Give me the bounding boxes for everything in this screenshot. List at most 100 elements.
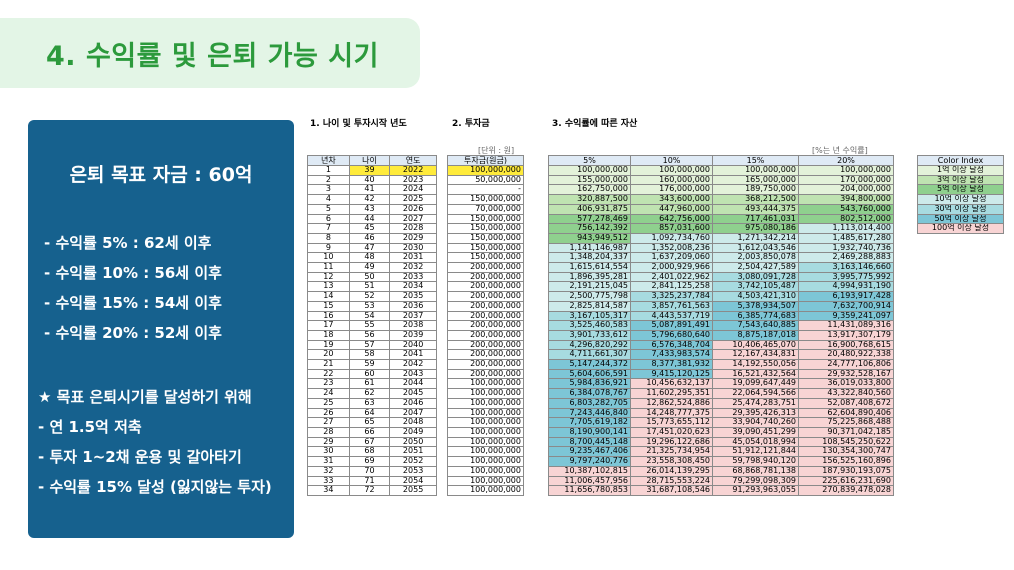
investment-cell: 200,000,000 [447,281,524,293]
investment-cell: 100,000,000 [447,436,524,448]
table-row: 13 51 2034 [307,281,437,293]
asset-cell: 100,000,000 [548,165,631,176]
asset-cell: 108,545,250,622 [798,436,894,448]
table-row: 200,000,000 [447,339,524,351]
age-table-cell: 70 [348,465,391,477]
legend-item: 100억 이상 달성 [917,223,1004,234]
asset-cell: 100,000,000 [798,165,894,176]
asset-cell: 5,147,244,372 [548,359,631,370]
table-row: 2,500,775,798 3,325,237,784 4,503,421,310 6… [548,291,894,302]
age-table-cell: 30 [307,446,350,458]
asset-cell: 4,296,820,292 [548,339,631,351]
plan-item-return: - 수익률 15% 달성 (잃지않는 투자) [38,478,272,496]
table-row: 21 59 2042 [307,359,437,370]
asset-cell: 2,500,775,798 [548,291,631,302]
asset-cell: 39,090,451,299 [712,426,799,438]
age-table-cell: 2037 [389,310,437,322]
age-table-cell: 2027 [389,213,437,225]
age-table-cell: 2032 [389,262,437,273]
age-table-cell: 11 [307,262,350,273]
age-table-cell: 25 [307,397,350,409]
asset-cell: 543,760,000 [798,203,894,215]
table-row: 150,000,000 [447,213,524,225]
age-table-cell: 56 [348,329,391,341]
age-table-cell: 2050 [389,436,437,448]
table-row: 200,000,000 [447,271,524,283]
table-row: 33 71 2054 [307,475,437,487]
age-table-cell: 16 [307,310,350,322]
asset-cell: 33,904,740,260 [712,417,799,428]
asset-cell: 8,377,381,932 [630,359,713,370]
table-row: 150,000,000 [447,194,524,205]
asset-cell: 642,756,000 [630,213,713,225]
table-row: 320,887,500 343,600,000 368,212,500 394,800… [548,194,894,205]
asset-cell: 91,293,963,055 [712,485,799,496]
table-row: 943,949,512 1,092,734,760 1,271,342,214 1,4… [548,232,894,244]
asset-table-header: 15% [712,155,799,166]
age-table-cell: 2041 [389,349,437,361]
asset-cell: 3,325,237,784 [630,291,713,302]
table-row: 5 43 2026 [307,203,437,215]
asset-cell: 270,839,478,028 [798,485,894,496]
age-table-cell: 2025 [389,194,437,205]
age-table-cell: 15 [307,300,350,312]
asset-cell: 52,087,408,672 [798,397,894,409]
asset-cell: 577,278,469 [548,213,631,225]
age-table-cell: 2031 [389,252,437,264]
table-row: 200,000,000 [447,310,524,322]
age-table-cell: 43 [348,203,391,215]
age-table-cell: 22 [307,368,350,380]
asset-cell: 9,797,240,776 [548,456,631,467]
asset-cell: 2,825,814,587 [548,300,631,312]
plan-item-invest: - 투자 1~2채 운용 및 갈아타기 [38,448,242,466]
asset-cell: 1,348,204,337 [548,252,631,264]
asset-cell: 165,000,000 [712,174,799,186]
asset-cell: 7,243,446,840 [548,407,631,419]
investment-cell: 50,000,000 [447,174,524,186]
asset-cell: 7,543,640,885 [712,320,799,331]
asset-cell: 7,705,619,182 [548,417,631,428]
age-table-cell: 27 [307,417,350,428]
asset-cell: 12,862,524,886 [630,397,713,409]
investment-cell: 200,000,000 [447,368,524,380]
asset-cell: 857,031,600 [630,223,713,234]
age-table-cell: 2042 [389,359,437,370]
asset-cell: 2,504,427,589 [712,262,799,273]
age-table-cell: 2034 [389,281,437,293]
table-row: 1,896,395,281 2,401,022,962 3,080,091,728 3… [548,271,894,283]
asset-cell: 8,700,445,148 [548,436,631,448]
table-row: 6 44 2027 [307,213,437,225]
asset-cell: 24,777,106,806 [798,359,894,370]
age-table-cell: 41 [348,184,391,196]
table-row: 200,000,000 [447,281,524,293]
age-table-cell: 2033 [389,271,437,283]
table-row: 1,615,614,554 2,000,929,966 2,504,427,589 3… [548,262,894,273]
age-table-cell: 2048 [389,417,437,428]
asset-cell: 717,461,031 [712,213,799,225]
investment-cell: 200,000,000 [447,262,524,273]
asset-cell: 19,296,122,686 [630,436,713,448]
asset-cell: 13,917,307,179 [798,329,894,341]
rate-summary-15: - 수익률 15% : 54세 이후 [44,294,222,312]
investment-cell: 150,000,000 [447,252,524,264]
table-row: 11,006,457,956 28,715,553,224 79,299,098,3… [548,475,894,487]
asset-cell: 4,711,661,307 [548,349,631,361]
table-row: 406,931,875 447,960,000 493,444,375 543,760… [548,203,894,215]
table-row: 19 57 2040 [307,339,437,351]
rate-summary-20: - 수익률 20% : 52세 이후 [44,324,222,342]
table-row: 150,000,000 [447,223,524,234]
investment-cell: 100,000,000 [447,388,524,399]
table-row: 10 48 2031 [307,252,437,264]
age-table-cell: 2036 [389,300,437,312]
asset-cell: 25,474,283,751 [712,397,799,409]
age-table-cell: 66 [348,426,391,438]
legend-item: 10억 이상 달성 [917,194,1004,205]
table-row: 30 68 2051 [307,446,437,458]
section-age-title: 1. 나이 및 투자시작 년도 [310,119,407,129]
table-row: 100,000,000 100,000,000 100,000,000 100,000… [548,165,894,176]
investment-cell: 200,000,000 [447,310,524,322]
asset-cell: 394,800,000 [798,194,894,205]
age-table-cell: 45 [348,223,391,234]
age-table-header: 년차 [307,155,350,166]
investment-cell: 200,000,000 [447,271,524,283]
